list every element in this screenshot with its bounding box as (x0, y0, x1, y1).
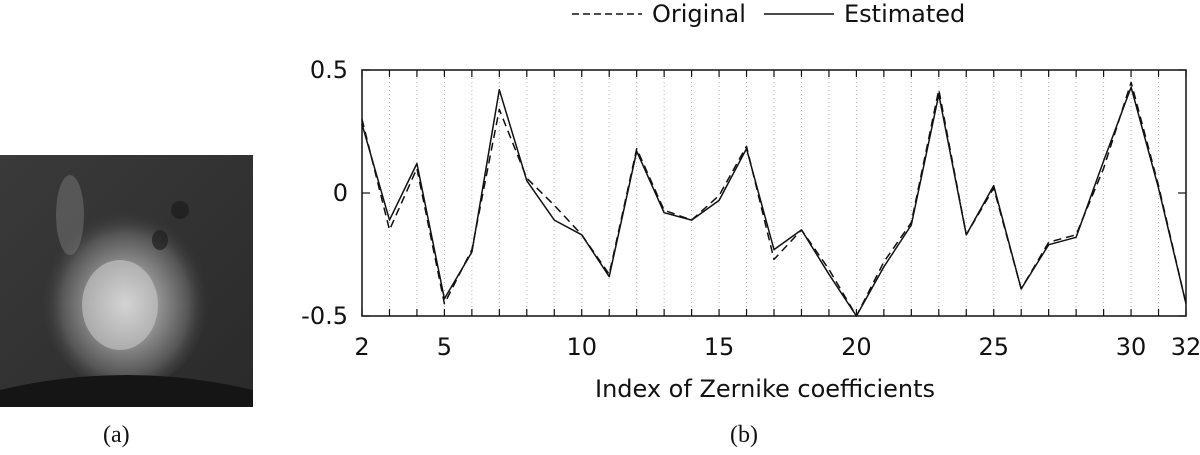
y-tick-label-0: 0.5 (310, 56, 348, 84)
x-tick-label-10: 10 (566, 333, 597, 361)
legend: Original Estimated (572, 0, 965, 28)
x-tick-label-2: 2 (354, 333, 369, 361)
grid-lines (388, 70, 1160, 316)
caption-a: (a) (103, 422, 130, 448)
wavefront-image (0, 155, 253, 407)
legend-label-estimated: Estimated (844, 0, 965, 28)
series-estimated-line (361, 86, 1187, 317)
x-tick-label-15: 15 (704, 333, 735, 361)
axis-ticks: 2 5 10 15 20 25 30 320.50-0.5 (301, 56, 1200, 361)
series-lines (361, 81, 1187, 317)
x-tick-label-5: 5 (437, 333, 452, 361)
caption-b: (b) (730, 422, 758, 448)
x-tick-label-25: 25 (978, 333, 1009, 361)
y-tick-label-2: -0.5 (301, 302, 348, 330)
series-original-line (361, 81, 1187, 317)
x-tick-label-30: 30 (1116, 333, 1147, 361)
legend-label-original: Original (652, 0, 746, 28)
x-axis-label: Index of Zernike coefficients (595, 375, 935, 403)
x-tick-label-20: 20 (841, 333, 872, 361)
y-tick-label-1: 0 (333, 179, 348, 207)
x-tick-label-32: 32 (1171, 333, 1200, 361)
